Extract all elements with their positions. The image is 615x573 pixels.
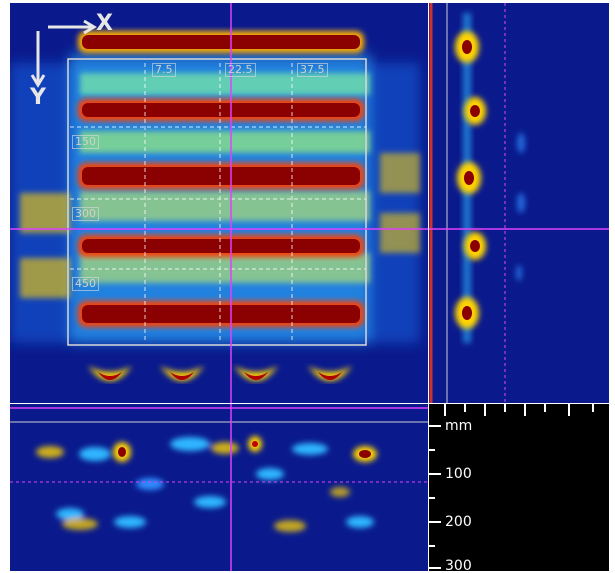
depth-tick-300: 300 — [445, 558, 472, 571]
faint-echoes — [516, 133, 525, 281]
mid-intensity-zones — [20, 73, 420, 298]
grid-label-top-3: 37.5 — [297, 63, 328, 77]
yz-heatmap — [429, 3, 609, 403]
hot-bands — [78, 31, 364, 327]
depth-ruler — [429, 404, 594, 569]
bottom-hotspots — [88, 366, 352, 381]
depth-scale: mm 100 200 300 — [429, 404, 609, 571]
orientation-arrows — [30, 19, 97, 88]
xz-hotspots — [113, 436, 377, 462]
grid-label-top-2: 22.5 — [225, 63, 256, 77]
vertical-ruler-ticks — [429, 425, 441, 569]
xz-slice-view[interactable] — [10, 404, 428, 571]
grid-label-top-1: 7.5 — [152, 63, 176, 77]
xz-field — [36, 437, 374, 532]
xy-slice-view[interactable]: X Y 7.5 22.5 37.5 150 300 450 — [10, 3, 428, 403]
grid-label-row-2: 300 — [72, 207, 99, 221]
grid-label-row-1: 150 — [72, 135, 99, 149]
x-axis-label: X — [96, 11, 113, 36]
depth-tick-200: 200 — [445, 514, 472, 530]
grid-overlay — [70, 63, 366, 343]
yz-slice-view[interactable] — [429, 3, 609, 403]
horizontal-ruler-ticks — [444, 404, 594, 416]
xz-heatmap — [10, 404, 428, 571]
depth-unit-label: mm — [445, 418, 473, 434]
xy-heatmap — [10, 3, 428, 403]
side-hotspots — [455, 31, 486, 329]
depth-tick-100: 100 — [445, 466, 472, 482]
grid-label-row-3: 450 — [72, 277, 99, 291]
roi-rectangle[interactable] — [67, 58, 367, 346]
y-axis-label: Y — [30, 85, 46, 110]
